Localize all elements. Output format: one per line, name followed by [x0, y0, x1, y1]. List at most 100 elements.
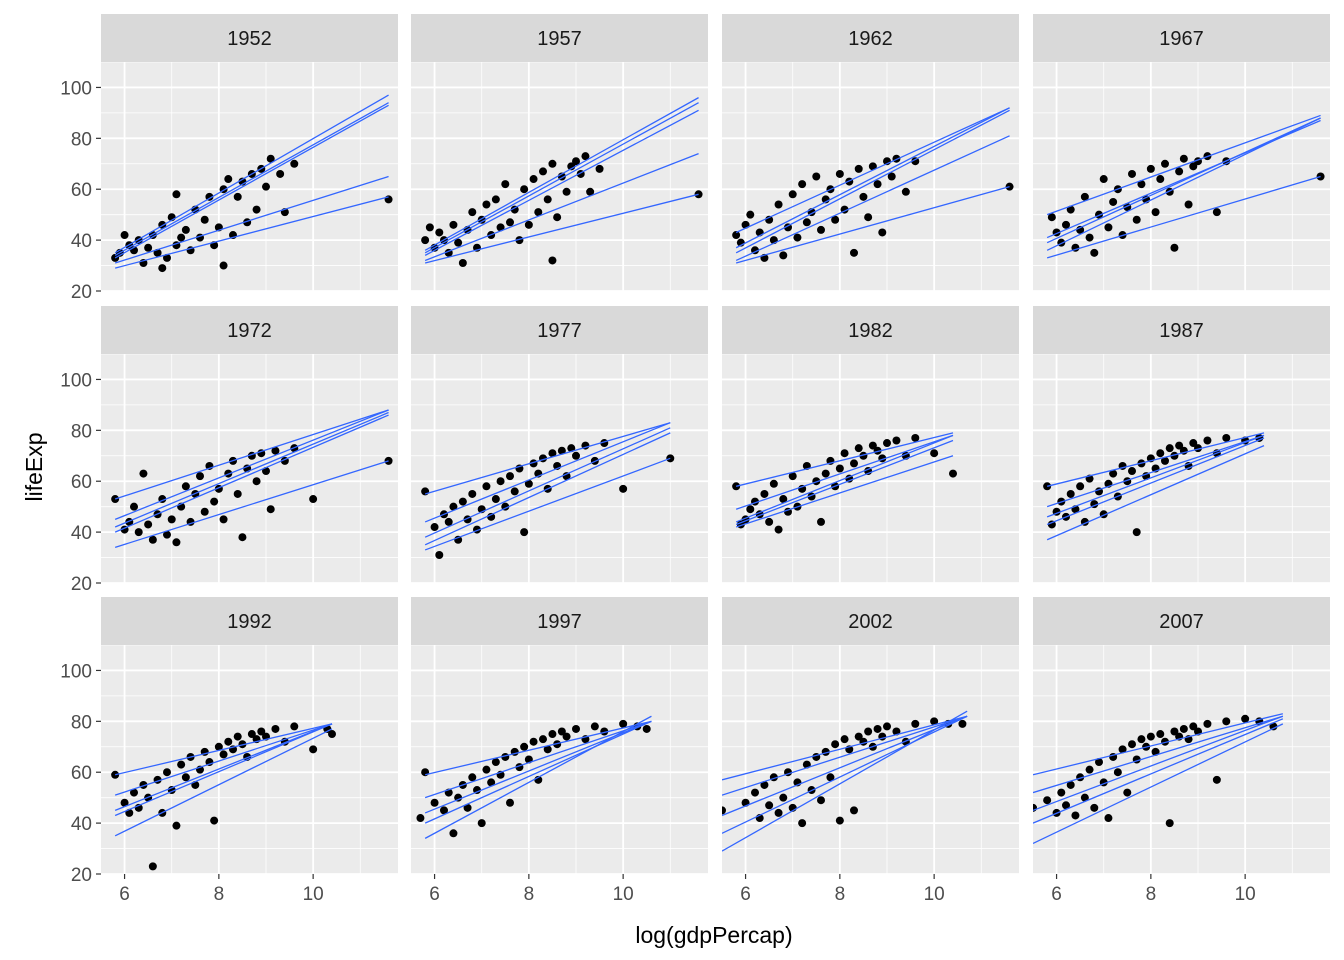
data-point: [835, 169, 844, 178]
data-point: [1090, 803, 1099, 812]
data-point: [520, 528, 529, 537]
data-point: [1189, 722, 1198, 731]
data-point: [1113, 768, 1122, 777]
y-tick-label: 40: [71, 231, 92, 252]
fit-line: [735, 432, 954, 487]
fit-line: [114, 104, 389, 259]
fit-line: [424, 422, 671, 523]
data-point: [1118, 745, 1127, 754]
data-point: [421, 487, 430, 496]
facet-strip: [411, 306, 708, 354]
fit-line: [735, 107, 1010, 234]
data-point: [496, 477, 505, 486]
y-tick-label: 100: [60, 661, 92, 682]
data-point: [802, 218, 811, 227]
data-point: [1128, 740, 1136, 749]
data-point: [529, 175, 538, 184]
data-point: [826, 773, 835, 782]
facet-strip: [722, 14, 1019, 62]
x-tick-label: 6: [429, 884, 440, 905]
panel-plot-area: [722, 62, 1019, 291]
data-point: [774, 525, 783, 534]
fit-line: [722, 715, 968, 834]
data-point: [1109, 469, 1118, 478]
data-point: [482, 200, 491, 209]
data-point: [524, 220, 533, 229]
data-point: [214, 742, 223, 751]
data-point: [224, 175, 233, 184]
data-point: [911, 433, 920, 442]
facet-strip: [101, 306, 398, 354]
fit-line: [1046, 114, 1321, 216]
data-point: [892, 436, 901, 445]
data-point: [1137, 180, 1146, 189]
data-point: [1165, 819, 1174, 828]
fit-line: [1046, 119, 1321, 239]
data-point: [219, 261, 228, 270]
data-point: [774, 200, 783, 209]
data-point: [831, 215, 840, 224]
y-tick-label: 60: [71, 472, 92, 493]
data-point: [1062, 801, 1070, 810]
data-point: [543, 745, 552, 754]
panel-plot-area: [101, 62, 398, 291]
fit-line: [1046, 117, 1321, 244]
data-point: [873, 724, 882, 733]
y-tick-label: 100: [60, 78, 92, 99]
data-point: [958, 719, 967, 728]
data-point: [440, 806, 448, 815]
data-point: [491, 758, 500, 767]
data-point: [1179, 724, 1188, 733]
fit-line: [114, 723, 333, 796]
data-point: [1156, 175, 1165, 184]
data-point: [562, 472, 571, 481]
data-point: [949, 469, 957, 478]
fit-line: [735, 107, 1010, 249]
facet-panel-2002: 2002: [722, 597, 1019, 874]
fit-line: [424, 720, 652, 776]
data-point: [1203, 719, 1212, 728]
panel-plot-area: [722, 354, 1019, 583]
fit-line: [114, 723, 333, 776]
data-point: [506, 472, 514, 481]
y-tick-label: 80: [71, 129, 92, 150]
data-point: [219, 515, 228, 524]
x-tick-label: 6: [740, 884, 751, 905]
data-point: [1161, 159, 1169, 168]
fit-line: [114, 94, 389, 254]
fit-line: [114, 409, 389, 500]
data-point: [572, 451, 580, 460]
data-point: [134, 528, 143, 537]
fit-line: [424, 720, 652, 799]
panel-plot-area: [411, 645, 708, 874]
panel-plot-area: [1033, 62, 1330, 291]
panel-plot-area: [1033, 354, 1330, 583]
data-point: [1047, 213, 1056, 222]
facet-panel-1962: 1962: [722, 14, 1019, 291]
facet-panel-1977: 1977: [411, 306, 708, 583]
data-point: [1076, 482, 1085, 491]
fit-line: [722, 710, 968, 852]
data-point: [148, 535, 157, 544]
data-point: [328, 730, 336, 739]
facet-strip-label: 1992: [227, 611, 272, 633]
data-point: [878, 228, 887, 237]
data-point: [1161, 737, 1169, 746]
data-point: [473, 786, 481, 795]
facet-strip-label: 2007: [1159, 611, 1204, 633]
fit-line: [1046, 432, 1265, 487]
data-point: [271, 724, 280, 733]
data-point: [1128, 467, 1136, 476]
data-point: [581, 152, 590, 161]
data-point: [854, 164, 863, 173]
panel-background: [1033, 62, 1330, 291]
data-point: [586, 187, 595, 196]
data-point: [557, 727, 566, 736]
data-point: [496, 223, 505, 232]
y-tick-label: 60: [71, 763, 92, 784]
facet-strip-label: 1952: [227, 28, 272, 50]
data-point: [487, 512, 496, 521]
data-point: [854, 444, 863, 453]
data-point: [1212, 775, 1221, 784]
